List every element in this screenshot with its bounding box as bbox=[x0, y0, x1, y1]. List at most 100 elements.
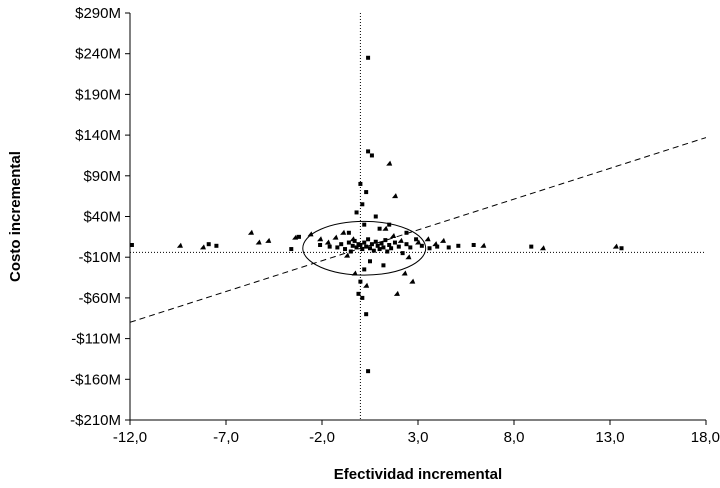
y-tick-label: -$210M bbox=[70, 412, 121, 429]
data-point-square bbox=[289, 247, 294, 252]
data-point-square bbox=[369, 242, 374, 247]
data-point-square bbox=[335, 245, 340, 250]
data-point-triangle bbox=[324, 239, 331, 245]
y-tick-label: $40M bbox=[83, 209, 121, 226]
data-point-square bbox=[387, 222, 392, 227]
data-point-triangle bbox=[405, 254, 412, 260]
data-point-triangle bbox=[401, 270, 408, 276]
plot-content bbox=[130, 13, 706, 420]
data-point-square bbox=[348, 249, 353, 254]
data-point-square bbox=[456, 243, 461, 248]
data-point-square bbox=[427, 246, 432, 251]
data-point-square bbox=[362, 240, 367, 245]
data-point-square bbox=[214, 243, 219, 248]
data-point-square bbox=[529, 244, 534, 249]
data-point-square bbox=[364, 190, 369, 195]
data-point-square bbox=[385, 249, 390, 254]
data-point-square bbox=[360, 202, 365, 207]
data-point-square bbox=[404, 242, 409, 247]
data-point-square bbox=[387, 242, 392, 247]
data-point-square bbox=[346, 230, 351, 235]
data-point-square bbox=[446, 245, 451, 250]
data-point-triangle bbox=[265, 237, 272, 243]
data-point-square bbox=[383, 238, 388, 243]
data-point-square bbox=[366, 237, 371, 242]
data-point-triangle bbox=[480, 242, 487, 248]
y-axis-title: Costo incremental bbox=[7, 151, 24, 282]
data-point-triangle bbox=[317, 236, 324, 242]
data-point-square bbox=[368, 259, 372, 264]
data-point-square bbox=[392, 240, 397, 245]
data-point-square bbox=[318, 242, 323, 247]
data-point-square bbox=[368, 246, 372, 251]
y-tick-label: $290M bbox=[75, 5, 121, 22]
y-tick-label: -$10M bbox=[78, 249, 121, 266]
data-point-square bbox=[364, 312, 369, 317]
data-point-triangle bbox=[424, 236, 431, 242]
data-point-triangle bbox=[176, 242, 183, 248]
data-point-triangle bbox=[199, 244, 206, 250]
data-point-triangle bbox=[351, 270, 358, 276]
data-point-square bbox=[471, 242, 476, 247]
data-point-triangle bbox=[255, 239, 262, 245]
x-tick-label: 13,0 bbox=[595, 429, 624, 446]
data-point-square bbox=[296, 234, 301, 239]
data-point-square bbox=[377, 247, 382, 252]
data-point-square bbox=[354, 210, 359, 215]
x-tick-label: -2,0 bbox=[309, 429, 335, 446]
data-point-triangle bbox=[393, 290, 400, 296]
y-tick-label: -$160M bbox=[70, 371, 121, 388]
data-point-triangle bbox=[539, 245, 546, 251]
data-point-square bbox=[400, 251, 405, 256]
threshold-dashed-line bbox=[130, 137, 706, 323]
data-point-square bbox=[206, 242, 211, 247]
data-point-triangle bbox=[349, 236, 356, 242]
data-point-triangle bbox=[397, 237, 404, 243]
data-point-square bbox=[366, 55, 371, 60]
data-point-square bbox=[366, 369, 371, 374]
data-point-triangle bbox=[390, 233, 397, 239]
data-point-square bbox=[350, 243, 355, 248]
data-point-square bbox=[343, 247, 348, 252]
data-point-triangle bbox=[415, 239, 421, 245]
data-point-square bbox=[358, 181, 363, 186]
data-point-triangle bbox=[391, 193, 398, 199]
data-point-square bbox=[414, 237, 419, 242]
y-tick-label: -$110M bbox=[71, 331, 121, 348]
confidence-ellipse bbox=[302, 220, 427, 276]
y-tick-label: -$60M bbox=[78, 290, 121, 307]
data-point-square bbox=[389, 246, 394, 251]
plot-area bbox=[129, 13, 706, 421]
data-point-square bbox=[375, 243, 380, 248]
data-point-square bbox=[360, 247, 365, 252]
data-point-square bbox=[356, 291, 361, 296]
data-point-square bbox=[381, 263, 386, 268]
data-point-square bbox=[346, 240, 351, 245]
data-point-triangle bbox=[307, 231, 314, 237]
data-point-triangle bbox=[386, 160, 393, 166]
data-point-square bbox=[366, 149, 371, 154]
data-point-square bbox=[354, 245, 359, 250]
data-point-triangle bbox=[340, 229, 347, 235]
data-point-square bbox=[435, 244, 440, 249]
data-point-square bbox=[339, 242, 344, 247]
data-point-square bbox=[371, 248, 376, 253]
data-point-triangle bbox=[612, 243, 619, 249]
data-point-square bbox=[362, 222, 367, 227]
data-point-square bbox=[379, 241, 384, 246]
x-tick-label: -7,0 bbox=[213, 429, 239, 446]
x-tick-label: 3,0 bbox=[408, 429, 429, 446]
data-point-square bbox=[404, 230, 409, 235]
data-point-square bbox=[408, 245, 413, 250]
data-point-square bbox=[362, 267, 367, 272]
data-point-square bbox=[377, 226, 382, 231]
data-point-triangle bbox=[247, 229, 254, 235]
y-tick-label: $140M bbox=[75, 127, 121, 144]
data-point-triangle bbox=[343, 252, 350, 258]
y-tick-label: $240M bbox=[75, 46, 121, 63]
data-point-square bbox=[381, 245, 386, 250]
data-point-square bbox=[373, 239, 378, 244]
data-point-square bbox=[396, 244, 401, 249]
data-point-triangle bbox=[363, 282, 370, 288]
data-point-square bbox=[358, 279, 363, 284]
